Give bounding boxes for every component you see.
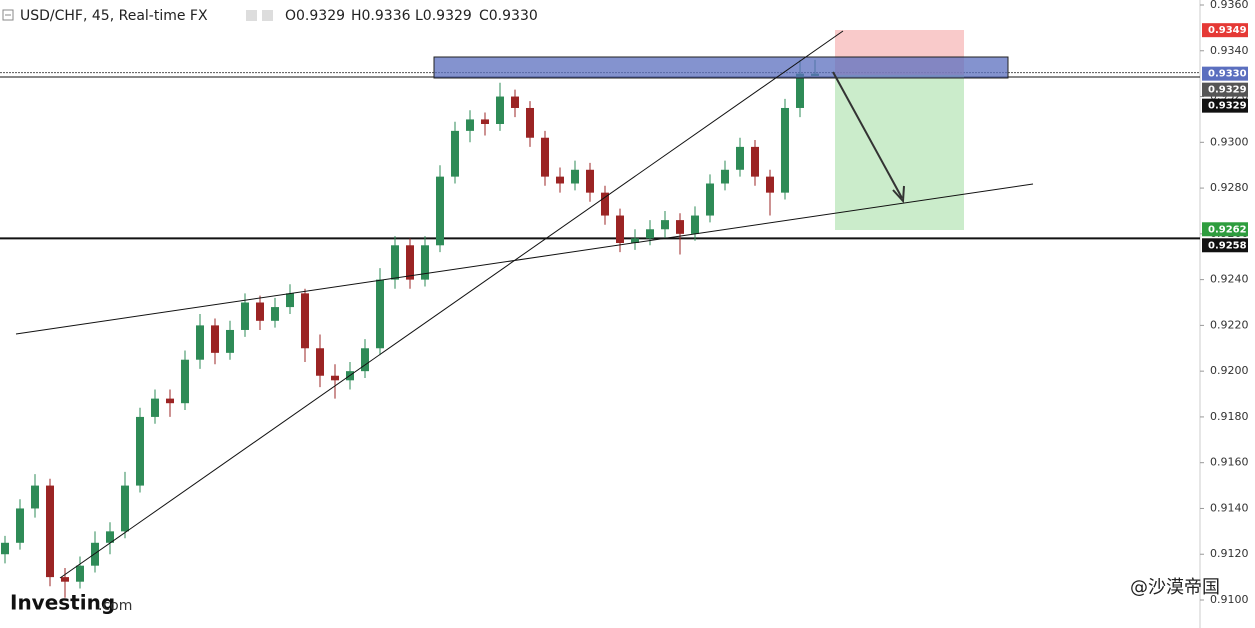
candle-body [121, 485, 129, 532]
y-tick-label: 0.9200 [1210, 364, 1249, 377]
candle-body [721, 169, 729, 184]
candle-body [436, 176, 444, 246]
candle-body [706, 183, 714, 216]
high: H0.9336 [351, 8, 411, 24]
y-tick-label: 0.9240 [1210, 273, 1249, 286]
symbol: USD/CHF, 45, Real-time FX [20, 8, 208, 24]
price-label: 0.9262 [1208, 224, 1247, 235]
collapse-icon[interactable] [2, 9, 14, 21]
arrow [832, 71, 903, 199]
candle-body [271, 307, 279, 321]
candle-body [406, 245, 414, 280]
y-tick-label: 0.9280 [1210, 181, 1249, 194]
candle-body [631, 238, 639, 243]
candle-body [211, 325, 219, 353]
header: USD/CHF, 45, Real-time FX O0.9329 H0.933… [2, 8, 538, 24]
candle-body [751, 146, 759, 177]
watermark-suffix: .com [98, 598, 132, 614]
price-label-bg [1202, 98, 1248, 113]
candle-body [391, 245, 399, 280]
close: C0.9330 [479, 8, 538, 24]
price-label: 0.9258 [1208, 240, 1247, 251]
trend-line [15, 183, 1034, 335]
candle-body [196, 325, 204, 360]
candle-body [541, 137, 549, 177]
candle-body [646, 229, 654, 239]
candle-body [481, 119, 489, 124]
price-label-bg [1202, 82, 1248, 97]
y-tick-label: 0.9160 [1210, 456, 1249, 469]
candle-body [451, 130, 459, 177]
arrow-head [892, 185, 905, 204]
candle-body [796, 73, 804, 108]
settings-icon[interactable] [262, 10, 273, 21]
price-label-bg [1202, 222, 1248, 237]
y-tick-label: 0.9300 [1210, 135, 1249, 148]
candle-body [616, 215, 624, 243]
candle-body [691, 215, 699, 234]
resistance-zone [433, 56, 1009, 79]
candle-body [1, 542, 9, 555]
watermark: Investing [10, 591, 115, 615]
y-tick-label: 0.9340 [1210, 44, 1249, 57]
candle-body [736, 146, 744, 170]
candle-body [601, 192, 609, 216]
price-label: 0.9329 [1208, 85, 1247, 96]
y-tick-label: 0.9140 [1210, 501, 1249, 514]
candle-body [256, 302, 264, 321]
candle-body [556, 176, 564, 184]
target-zone [835, 75, 964, 230]
price-label-bg [1202, 238, 1248, 253]
candle-body [151, 398, 159, 417]
price-label: 0.9330 [1208, 69, 1247, 80]
candle-body [766, 176, 774, 193]
candle-body [781, 107, 789, 193]
plot-area [0, 59, 1200, 598]
candle-body [181, 359, 189, 404]
trend-line [59, 30, 844, 579]
candle-body [226, 329, 234, 353]
price-label: 0.9349 [1208, 25, 1247, 36]
account-name: @沙漠帝国 [1130, 577, 1220, 598]
candle-body [511, 96, 519, 108]
candle-body [376, 279, 384, 349]
open: O0.9329 [285, 8, 345, 24]
settings-icon[interactable] [246, 10, 257, 21]
candle-body [106, 531, 114, 543]
candle-body [76, 565, 84, 582]
candle-body [91, 542, 99, 566]
candle-body [661, 220, 669, 230]
candle-body [166, 398, 174, 404]
candle-body [466, 119, 474, 131]
y-tick-label: 0.9220 [1210, 318, 1249, 331]
low: L0.9329 [415, 8, 472, 24]
candle-body [361, 348, 369, 372]
candle-body [286, 293, 294, 308]
candle-body [61, 577, 69, 582]
price-label-bg [1202, 66, 1248, 81]
candle-body [571, 169, 579, 184]
y-tick-label: 0.9120 [1210, 547, 1249, 560]
candle-body [136, 416, 144, 486]
y-tick-label: 0.9180 [1210, 410, 1249, 423]
candle-body [301, 293, 309, 349]
price-label-bg [1202, 23, 1248, 38]
y-tick-label: 0.9100 [1210, 593, 1249, 606]
candle-body [46, 485, 54, 578]
candle-body [676, 220, 684, 234]
candle-body [331, 375, 339, 381]
candle-body [31, 485, 39, 509]
candle-body [586, 169, 594, 193]
candle-body [496, 96, 504, 124]
candle-body [421, 245, 429, 280]
candle-body [316, 348, 324, 376]
candle-body [526, 107, 534, 138]
y-tick-label: 0.9360 [1210, 0, 1249, 11]
candle-body [241, 302, 249, 330]
candle-body [16, 508, 24, 543]
price-label: 0.9329 [1208, 101, 1247, 112]
